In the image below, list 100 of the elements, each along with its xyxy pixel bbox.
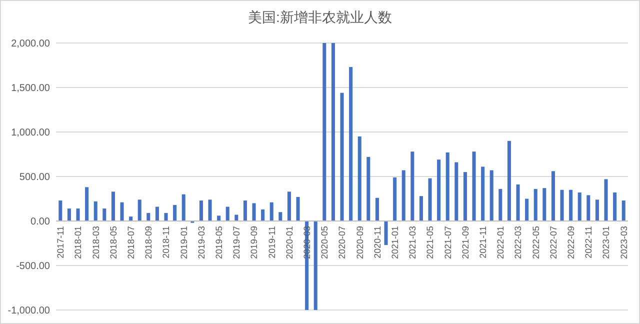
bar — [155, 206, 159, 221]
bar — [102, 208, 106, 221]
x-tick-label: 2023-03 — [618, 226, 629, 260]
bar — [76, 208, 80, 221]
x-tick-label: 2019-11 — [266, 226, 277, 258]
bar — [490, 170, 494, 221]
bar — [446, 152, 450, 221]
bar — [578, 192, 582, 221]
bar — [384, 221, 388, 246]
bar — [120, 202, 124, 221]
x-tick-label: 2022-07 — [548, 226, 558, 260]
bar — [481, 166, 485, 221]
y-tick-label: 1,500.00 — [11, 83, 50, 94]
x-tick-label: 2022-01 — [496, 226, 506, 260]
bar — [534, 188, 538, 221]
bar — [410, 152, 414, 221]
bar — [393, 177, 397, 221]
bar — [375, 198, 379, 221]
bar — [560, 190, 564, 221]
bar — [331, 43, 335, 221]
y-tick-label: 1,000.00 — [11, 128, 50, 138]
x-tick-label: 2018-03 — [90, 226, 101, 260]
chart-title: 美国:新增非农就业人数 — [248, 9, 392, 25]
bar — [261, 209, 265, 221]
bar — [287, 192, 291, 221]
bar — [58, 200, 62, 221]
bar — [296, 196, 300, 221]
bar — [604, 179, 608, 221]
x-tick-label: 2021-09 — [460, 226, 470, 260]
bar — [94, 201, 98, 221]
bar — [322, 43, 326, 221]
x-tick-label: 2022-03 — [513, 226, 524, 260]
bar — [569, 190, 573, 221]
bar — [428, 178, 432, 221]
bar — [419, 196, 423, 221]
x-tick-label: 2020-03 — [302, 226, 312, 260]
x-tick-label: 2021-01 — [390, 226, 400, 260]
bar — [278, 212, 282, 221]
x-tick-label: 2017-11 — [56, 226, 66, 258]
x-tick-label: 2021-07 — [442, 226, 453, 260]
bar — [217, 216, 221, 221]
x-tick-label: 2019-09 — [249, 226, 260, 260]
bar — [613, 192, 617, 221]
x-tick-label: 2020-11 — [372, 226, 382, 258]
bar — [498, 188, 502, 221]
x-tick-label: 2019-03 — [196, 226, 206, 260]
bar — [507, 140, 511, 221]
y-tick-label: 0.00 — [30, 216, 50, 228]
x-tick-label: 2018-01 — [73, 226, 84, 260]
bar — [67, 208, 71, 221]
bar — [622, 200, 626, 221]
bar — [463, 172, 467, 221]
x-tick-label: 2021-05 — [425, 226, 436, 260]
bar — [111, 192, 115, 221]
bar — [542, 188, 546, 221]
bar — [164, 212, 168, 221]
bar — [208, 200, 212, 221]
bar — [349, 67, 353, 221]
bar — [525, 198, 529, 221]
x-tick-label: 2020-05 — [320, 226, 330, 260]
bar — [340, 92, 344, 221]
bar — [270, 202, 274, 221]
x-tick-label: 2022-05 — [530, 226, 541, 260]
x-tick-label: 2022-09 — [566, 226, 576, 260]
y-tick-label: 2,000.00 — [11, 38, 50, 50]
bar — [146, 212, 150, 221]
bar — [138, 200, 142, 221]
x-tick-label: 2021-03 — [408, 226, 418, 260]
x-tick-label: 2019-07 — [232, 226, 242, 260]
bar — [243, 200, 247, 221]
bar — [252, 203, 256, 221]
bar — [366, 156, 370, 221]
x-tick-label: 2019-01 — [178, 226, 189, 260]
bar — [586, 195, 590, 221]
bar — [454, 162, 458, 221]
bar — [226, 206, 230, 221]
x-tick-label: 2018-07 — [126, 226, 136, 260]
bar — [402, 170, 406, 221]
x-tick-label: 2018-11 — [161, 226, 172, 258]
x-tick-label: 2023-01 — [601, 226, 612, 260]
bar — [182, 194, 186, 221]
x-tick-label: 2021-11 — [478, 226, 488, 258]
bar — [437, 160, 441, 221]
bar — [173, 204, 177, 221]
x-tick-label: 2020-09 — [354, 226, 365, 260]
bar — [472, 152, 476, 221]
x-tick-label: 2022-11 — [584, 226, 594, 258]
bar — [85, 187, 89, 221]
x-tick-label: 2018-09 — [144, 226, 154, 260]
bar — [358, 136, 362, 221]
x-tick-label: 2018-05 — [108, 226, 118, 260]
bar — [595, 200, 599, 221]
x-tick-label: 2019-05 — [214, 226, 224, 260]
y-tick-label: -500.00 — [16, 261, 50, 272]
y-tick-label: -1,000.00 — [8, 306, 50, 316]
bar — [314, 221, 318, 310]
x-tick-label: 2020-07 — [337, 226, 348, 260]
bar — [516, 184, 520, 221]
bar — [199, 200, 203, 221]
y-tick-label: 500.00 — [19, 172, 50, 183]
